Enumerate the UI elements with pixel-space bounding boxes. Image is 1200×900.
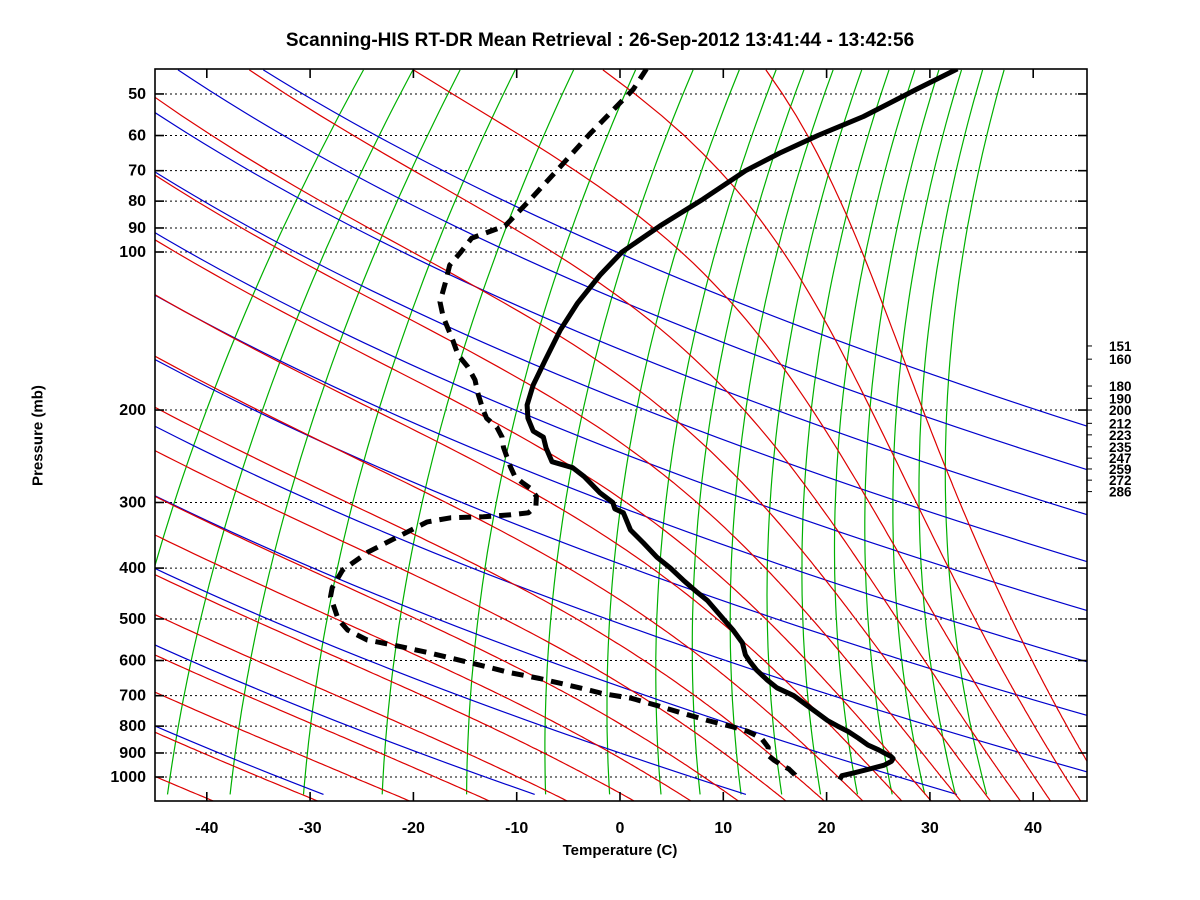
y-tick-label: 60 — [128, 128, 146, 145]
mixing-ratio-line — [833, 69, 916, 795]
moist-adiabat-line — [155, 96, 992, 801]
y-tick-label: 600 — [119, 653, 146, 670]
plot-border — [154, 68, 1088, 802]
moist-adiabat-line — [155, 614, 568, 801]
mixing-ratio-line — [229, 69, 461, 795]
moist-adiabat-line — [248, 69, 1021, 801]
dry-adiabat-line — [155, 425, 1087, 773]
moist-adiabat-line — [602, 69, 1082, 801]
mixing-ratio-line — [155, 69, 365, 568]
mixing-ratio-line — [606, 69, 740, 795]
temperature-curve — [524, 69, 959, 781]
x-tick-label: 30 — [921, 820, 939, 837]
x-tick-label: 40 — [1024, 820, 1042, 837]
mixing-ratio-line — [864, 69, 940, 795]
dry-adiabat-line — [155, 171, 1087, 563]
y-tick-label: 700 — [119, 688, 146, 705]
dry-adiabat-line — [155, 495, 958, 795]
x-tick-label: -20 — [402, 820, 425, 837]
level-label: 212 — [1109, 416, 1132, 431]
mixing-ratio-line — [302, 69, 516, 795]
level-label: 160 — [1109, 352, 1132, 367]
moist-adiabat-line — [155, 691, 410, 801]
y-tick-label: 200 — [119, 402, 146, 419]
moist-adiabat-line — [155, 574, 635, 801]
level-label: 235 — [1109, 440, 1132, 455]
mixing-ratio-line — [655, 69, 777, 795]
mixing-ratio-line — [892, 69, 963, 795]
moist-adiabat-line — [155, 294, 903, 801]
x-tick-label: -30 — [299, 820, 322, 837]
dry-adiabat-line — [155, 725, 324, 795]
dry-adiabat-line — [262, 69, 1087, 427]
dry-adiabat-line — [155, 111, 1087, 516]
y-tick-label: 50 — [128, 86, 146, 103]
y-tick-label: 80 — [128, 193, 146, 210]
level-label: 180 — [1109, 379, 1132, 394]
mixing-ratio-line — [691, 69, 805, 795]
moist-adiabat-line — [765, 69, 1087, 763]
moist-adiabat-line — [155, 495, 739, 801]
x-tick-label: 20 — [818, 820, 836, 837]
chart-title: Scanning-HIS RT-DR Mean Retrieval : 26-S… — [285, 30, 915, 51]
dry-adiabat-line — [177, 69, 1087, 471]
dewpoint-curve — [328, 69, 799, 779]
grid-lines-group — [0, 69, 1087, 801]
level-label: 259 — [1109, 462, 1132, 477]
moist-adiabat-line — [155, 654, 490, 801]
y-tick-label: 90 — [128, 220, 146, 237]
moist-adiabat-line — [155, 174, 962, 801]
mixing-ratio-line — [166, 69, 414, 795]
y-tick-label: 800 — [119, 718, 146, 735]
level-label: 151 — [1109, 339, 1132, 354]
level-label: 190 — [1109, 391, 1132, 406]
moist-adiabat-line — [155, 534, 692, 801]
mixing-ratio-line — [766, 69, 863, 795]
level-label: 286 — [1109, 485, 1132, 500]
y-tick-label: 400 — [119, 560, 146, 577]
level-label: 200 — [1109, 403, 1132, 418]
y-tick-label: 1000 — [110, 769, 146, 786]
y-tick-label: 70 — [128, 163, 146, 180]
axis-ticks-group: -40 -30 -20 -10 0 10 20 30 40 50 60 70 80 90 100 200 300… — [110, 69, 1132, 837]
x-tick-label: 10 — [714, 820, 732, 837]
mixing-ratio-line — [381, 69, 575, 795]
x-tick-label: -40 — [195, 820, 218, 837]
moist-adiabat-line — [155, 775, 214, 801]
dry-adiabat-line — [155, 644, 535, 795]
level-label: 272 — [1109, 473, 1132, 488]
mixing-ratio-line — [944, 69, 1005, 795]
dry-adiabat-line — [155, 232, 1087, 612]
dry-adiabat-line — [155, 358, 1087, 717]
mixing-ratio-line — [544, 69, 694, 795]
mixing-ratio-line — [918, 69, 984, 795]
dry-adiabat-line — [155, 294, 1087, 663]
x-tick-label: -10 — [505, 820, 528, 837]
dry-adiabat-line — [155, 567, 747, 795]
x-axis-label: Temperature (C) — [562, 842, 678, 859]
y-tick-label: 900 — [119, 745, 146, 762]
y-tick-label: 300 — [119, 494, 146, 511]
mixing-ratio-line — [801, 69, 890, 795]
y-tick-label: 500 — [119, 611, 146, 628]
moist-adiabat-line — [155, 355, 864, 801]
level-label: 247 — [1109, 451, 1132, 466]
moist-adiabat-line — [155, 449, 787, 801]
level-label: 223 — [1109, 428, 1132, 443]
x-tick-label: 0 — [616, 820, 625, 837]
mixing-ratio-line — [729, 69, 834, 795]
moist-adiabat-line — [155, 239, 932, 801]
moist-adiabat-line — [155, 731, 318, 801]
moist-adiabat-line — [413, 69, 1052, 801]
moist-adiabat-line — [0, 70, 108, 801]
y-tick-label: 100 — [119, 244, 146, 261]
